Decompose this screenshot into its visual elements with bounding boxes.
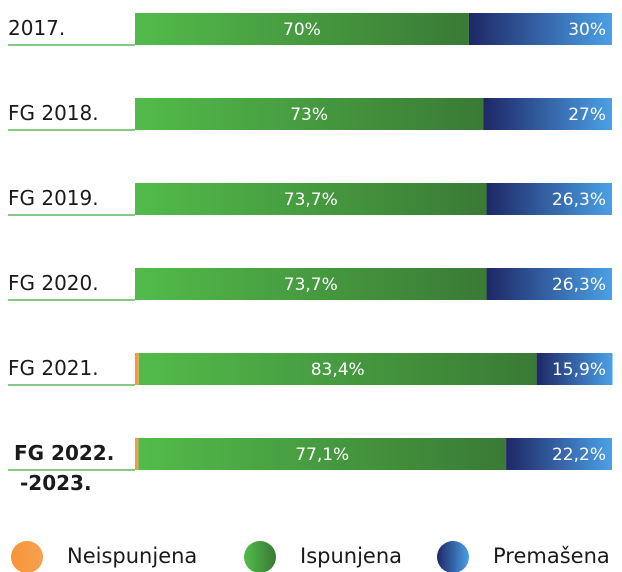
bar-segment bbox=[483, 98, 612, 130]
legend-swatch bbox=[437, 541, 469, 572]
category-label: FG 2018. bbox=[8, 101, 99, 125]
value-label: 73% bbox=[290, 105, 328, 125]
legend-swatch bbox=[244, 541, 276, 572]
bar-segment bbox=[486, 183, 612, 215]
value-label: 73,7% bbox=[284, 275, 338, 295]
category-label: 2017. bbox=[8, 16, 65, 40]
value-label: 73,7% bbox=[284, 190, 338, 210]
bar-segment bbox=[135, 183, 487, 215]
legend-label: Ispunjena bbox=[300, 544, 402, 568]
value-label: 77,1% bbox=[295, 445, 349, 465]
legend-swatch bbox=[11, 541, 43, 572]
bar-segment bbox=[506, 438, 612, 470]
bar-segment bbox=[138, 438, 507, 470]
bar-segment bbox=[135, 268, 487, 300]
value-label: 83,4% bbox=[311, 360, 365, 380]
bar-segment bbox=[135, 98, 484, 130]
value-label: 22,2% bbox=[552, 445, 606, 465]
legend-label: Neispunjena bbox=[67, 544, 197, 568]
value-label: 26,3% bbox=[552, 190, 606, 210]
category-label: FG 2021. bbox=[8, 356, 99, 380]
value-label: 27% bbox=[568, 105, 606, 125]
value-label: 70% bbox=[283, 20, 321, 40]
bar-segment bbox=[135, 13, 469, 45]
bar-segment bbox=[138, 353, 537, 385]
value-label: 15,9% bbox=[552, 360, 606, 380]
bar-segment bbox=[486, 268, 612, 300]
legend-label: Premašena bbox=[493, 544, 610, 568]
bar-segment bbox=[135, 438, 139, 470]
category-label: FG 2019. bbox=[8, 186, 99, 210]
category-label: FG 2020. bbox=[8, 271, 99, 295]
category-label: FG 2022. -2023. bbox=[14, 441, 114, 495]
bar-segment bbox=[468, 13, 612, 45]
bar-segment bbox=[536, 353, 613, 385]
bar-segment bbox=[135, 353, 139, 385]
value-label: 30% bbox=[568, 20, 606, 40]
value-label: 26,3% bbox=[552, 275, 606, 295]
